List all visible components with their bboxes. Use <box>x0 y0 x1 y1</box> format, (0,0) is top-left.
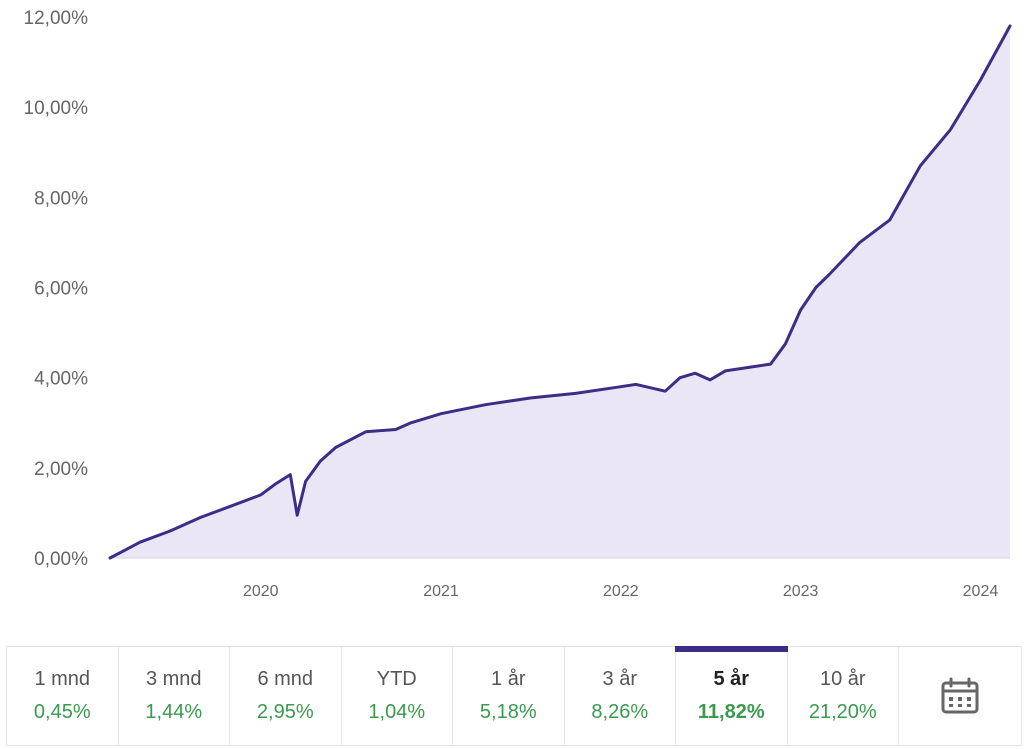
x-tick-label: 2023 <box>783 583 819 600</box>
series-line <box>108 24 1012 560</box>
calendar-button[interactable] <box>899 647 1021 745</box>
y-tick-label: 12,00% <box>24 8 89 29</box>
y-tick-label: 2,00% <box>34 459 88 480</box>
period-return: 11,82% <box>697 701 765 723</box>
period-label: 3 år <box>602 668 637 690</box>
y-tick-label: 8,00% <box>34 188 88 209</box>
period-return: 2,95% <box>256 701 314 723</box>
x-tick-label: 2020 <box>243 583 279 600</box>
period-label: 1 år <box>491 668 526 690</box>
y-tick-label: 0,00% <box>34 549 88 570</box>
period-label: 10 år <box>819 668 866 690</box>
period-return: 1,04% <box>368 701 426 723</box>
x-tick-label: 2021 <box>423 583 459 600</box>
period-label: 1 mnd <box>34 668 91 690</box>
x-tick-label: 2024 <box>963 583 999 600</box>
period-tab-10-ar[interactable]: 10 år 21,20% <box>788 647 899 745</box>
period-return: 8,26% <box>591 701 649 723</box>
period-label: 3 mnd <box>145 668 202 690</box>
y-tick-label: 6,00% <box>34 279 88 300</box>
y-tick-label: 4,00% <box>34 369 88 390</box>
performance-chart: 0,00% 2,00% 4,00% 6,00% 8,00% 10,00% 12,00% 20… <box>24 8 1012 600</box>
period-tab-3-ar[interactable]: 3 år 8,26% <box>565 647 676 745</box>
period-return: 5,18% <box>479 701 537 723</box>
area-fill <box>110 26 1010 558</box>
period-return: 21,20% <box>808 701 877 723</box>
x-axis: 2020 2021 2022 2023 2024 <box>243 583 998 600</box>
period-tab-6-mnd[interactable]: 6 mnd 2,95% <box>230 647 342 745</box>
period-tab-3-mnd[interactable]: 3 mnd 1,44% <box>119 647 230 745</box>
period-label: YTD <box>376 668 417 690</box>
period-label: 5 år <box>713 668 750 690</box>
calendar-icon <box>941 677 979 714</box>
period-return: 0,45% <box>33 701 91 723</box>
period-selector: 1 mnd 0,45% 3 mnd 1,44% 6 mnd 2,95% YTD … <box>6 646 1022 746</box>
y-axis: 0,00% 2,00% 4,00% 6,00% 8,00% 10,00% 12,00% <box>24 8 89 570</box>
period-tab-1-mnd[interactable]: 1 mnd 0,45% <box>7 647 119 745</box>
period-tab-1-ar[interactable]: 1 år 5,18% <box>453 647 565 745</box>
period-return: 1,44% <box>145 701 203 723</box>
x-tick-label: 2022 <box>603 583 639 600</box>
period-tab-ytd[interactable]: YTD 1,04% <box>342 647 453 745</box>
y-tick-label: 10,00% <box>24 98 89 119</box>
period-label: 6 mnd <box>257 668 314 690</box>
period-tab-5-ar[interactable]: 5 år 11,82% <box>675 646 788 745</box>
